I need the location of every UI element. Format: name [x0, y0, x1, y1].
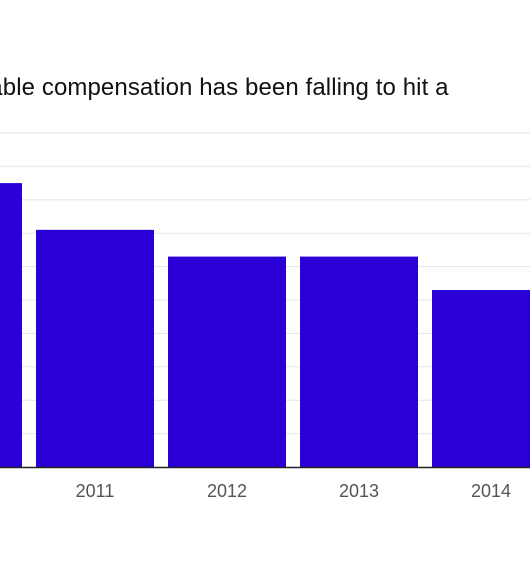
x-tick-label-2011: 2011	[76, 481, 115, 501]
x-axis-tick-labels: 20102011201220132014	[76, 481, 511, 501]
bar-2012	[168, 256, 286, 467]
x-tick-label-2014: 2014	[471, 481, 511, 501]
chart-title-text: Variable compensation has been falling t…	[0, 74, 449, 101]
x-tick-label-2012: 2012	[207, 481, 247, 501]
bar-2010	[0, 183, 22, 467]
bar-2011	[36, 229, 154, 467]
bars	[0, 183, 530, 467]
bar-2014	[432, 289, 530, 467]
chart-title: Variable compensation has been falling t…	[0, 74, 530, 104]
x-tick-label-2013: 2013	[339, 481, 379, 501]
bar-2013	[300, 256, 418, 467]
